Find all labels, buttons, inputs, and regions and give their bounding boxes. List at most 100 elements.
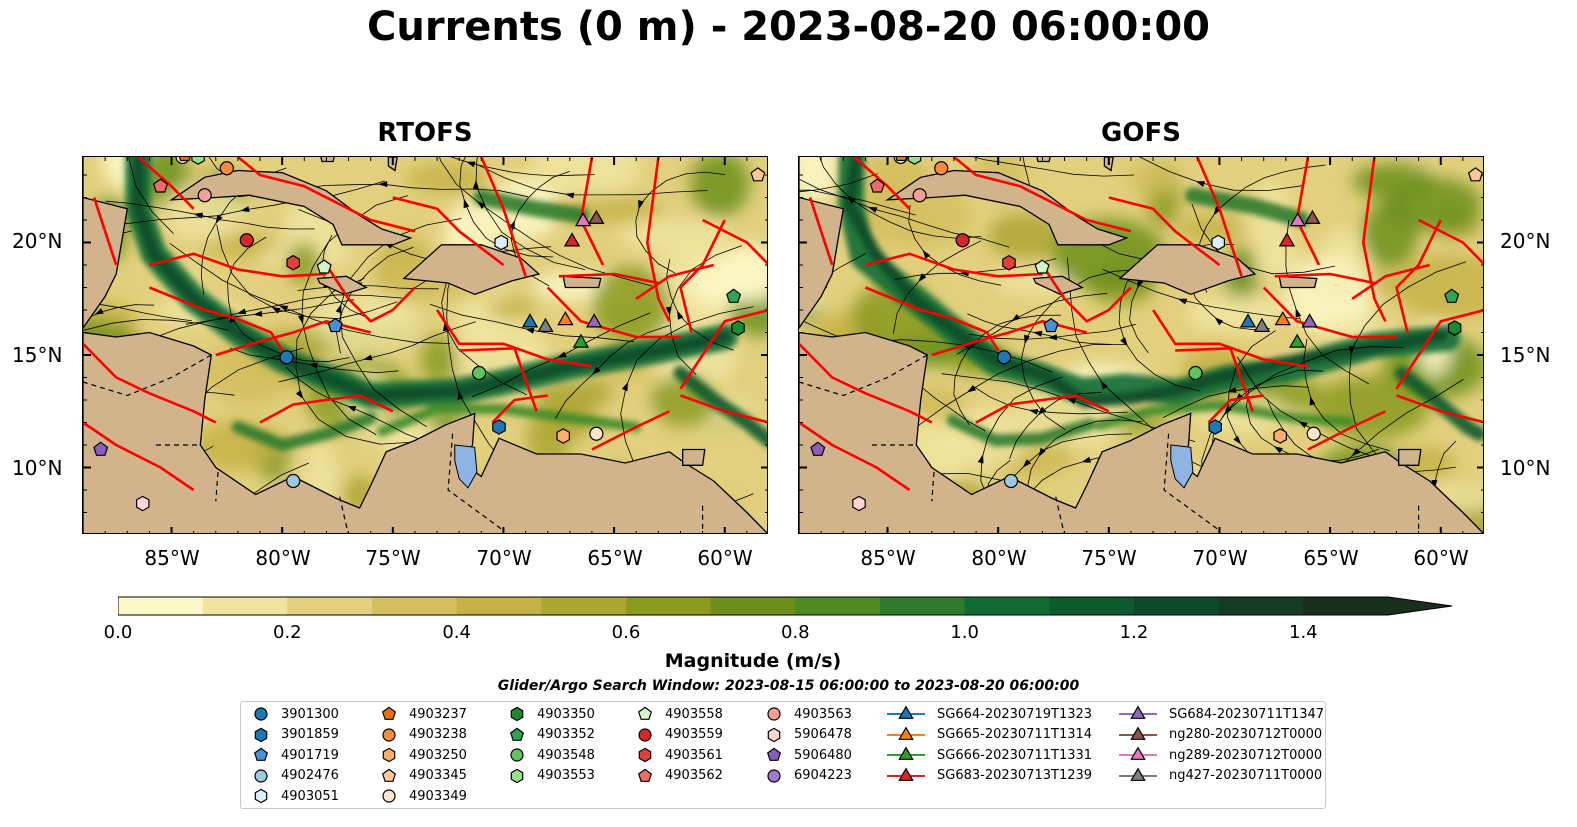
legend-item: 4903250 bbox=[381, 745, 467, 765]
land bbox=[682, 448, 706, 466]
legend-marker-icon bbox=[254, 707, 268, 721]
legend-marker bbox=[898, 746, 914, 760]
legend-marker-icon bbox=[510, 748, 524, 762]
streamline bbox=[555, 325, 670, 419]
eez-boundary bbox=[1395, 219, 1442, 333]
legend-marker-icon bbox=[887, 767, 925, 781]
map-canvas bbox=[799, 157, 1483, 533]
argo-float-marker bbox=[1034, 259, 1050, 274]
argo-float-marker bbox=[589, 426, 604, 441]
eez-boundary bbox=[1395, 309, 1483, 390]
legend-label: 5906478 bbox=[794, 727, 852, 742]
colorbar-segment bbox=[1303, 597, 1389, 615]
current-jet bbox=[1394, 366, 1483, 441]
land bbox=[83, 157, 129, 330]
land bbox=[169, 169, 413, 246]
colorbar-segment bbox=[795, 597, 881, 615]
glider-marker bbox=[557, 310, 574, 326]
lon-label-75w-left: 75°W bbox=[365, 546, 421, 570]
eez-boundary bbox=[92, 197, 118, 266]
streamline-arrow-icon bbox=[1038, 447, 1046, 457]
legend-label: 4902476 bbox=[281, 768, 339, 783]
current-jet bbox=[1185, 187, 1310, 228]
colorbar-segment bbox=[1049, 597, 1135, 615]
streamline-arrow-icon bbox=[236, 308, 247, 315]
streamline-arrow-icon bbox=[295, 390, 304, 400]
border-line bbox=[339, 496, 349, 533]
lon-label-65w-right: 65°W bbox=[1303, 546, 1359, 570]
streamline-arrow-icon bbox=[1137, 279, 1144, 289]
argo-float-marker bbox=[197, 188, 212, 203]
legend-marker bbox=[767, 707, 781, 721]
land bbox=[1118, 244, 1257, 295]
argo-float-marker bbox=[93, 441, 109, 456]
legend-marker-icon bbox=[638, 747, 652, 763]
legend-marker bbox=[254, 768, 268, 783]
argo-float-marker bbox=[1043, 317, 1059, 333]
search-window-caption: Glider/Argo Search Window: 2023-08-15 06… bbox=[497, 678, 1080, 694]
lon-label-75w-right: 75°W bbox=[1081, 546, 1137, 570]
speed-patch bbox=[487, 296, 536, 320]
legend-label: 4903250 bbox=[409, 747, 467, 763]
legend-label: 4903352 bbox=[537, 727, 595, 742]
eez-boundary bbox=[1307, 410, 1386, 451]
land bbox=[402, 244, 541, 295]
land bbox=[1278, 275, 1318, 289]
legend-marker bbox=[1130, 767, 1146, 781]
lat-label-15n-right: 15°N bbox=[1500, 343, 1551, 367]
legend-marker-icon bbox=[382, 747, 396, 763]
legend-marker-icon bbox=[381, 768, 397, 782]
streamline-arrow-icon bbox=[1100, 380, 1108, 390]
current-jet bbox=[231, 412, 377, 451]
map-canvas bbox=[83, 157, 767, 533]
streamline-arrow-icon bbox=[847, 195, 856, 204]
land bbox=[1032, 275, 1084, 295]
legend-item: SG665-20230711T1314 bbox=[887, 725, 1092, 745]
speed-patch bbox=[987, 213, 1064, 259]
legend-marker bbox=[382, 727, 396, 742]
legend-marker bbox=[381, 768, 397, 782]
border-line bbox=[447, 433, 504, 531]
legend-item: 4903345 bbox=[381, 766, 467, 786]
legend-label: 4903238 bbox=[409, 727, 467, 742]
streamline bbox=[668, 245, 742, 375]
streamline-arrow-icon bbox=[457, 390, 464, 400]
legend-marker bbox=[637, 768, 653, 782]
colorbar-tick: 0.8 bbox=[781, 622, 810, 643]
colorbar-segment bbox=[626, 597, 712, 615]
glider-marker bbox=[574, 212, 592, 227]
streamline-arrow-icon bbox=[1348, 345, 1355, 356]
eez-boundary bbox=[325, 264, 416, 323]
argo-float-marker bbox=[494, 234, 508, 251]
legend-marker bbox=[638, 747, 652, 763]
legend-item: ng427-20230711T0000 bbox=[1119, 766, 1322, 786]
lake-maracaibo bbox=[454, 444, 478, 489]
streamline-arrow-icon bbox=[1195, 181, 1206, 187]
eez-boundary bbox=[558, 272, 659, 285]
argo-float-marker bbox=[726, 288, 742, 303]
argo-float-marker bbox=[286, 254, 300, 271]
eez-boundary bbox=[679, 219, 726, 333]
glider-marker bbox=[588, 209, 605, 225]
legend-marker bbox=[510, 768, 524, 783]
eez-boundary bbox=[799, 421, 911, 492]
streamline-arrow-icon bbox=[271, 306, 281, 314]
legend-label: 4903563 bbox=[794, 706, 852, 722]
streamline bbox=[169, 242, 451, 344]
argo-float-marker bbox=[1273, 428, 1287, 444]
colorbar-segment bbox=[541, 597, 627, 615]
legend-marker-icon bbox=[509, 727, 525, 741]
streamline bbox=[278, 321, 476, 383]
streamline-arrow-icon bbox=[621, 381, 629, 392]
streamline-arrow-icon bbox=[346, 405, 357, 412]
argo-float-marker bbox=[1467, 167, 1483, 182]
legend-label: 4903561 bbox=[665, 747, 723, 763]
legend-item: 4901719 bbox=[253, 745, 339, 765]
legend-item: 4903553 bbox=[509, 766, 595, 786]
eez-boundary bbox=[865, 252, 1043, 278]
eez-boundary bbox=[436, 309, 593, 368]
streamline-arrow-icon bbox=[638, 200, 644, 210]
legend-marker-icon bbox=[1119, 726, 1157, 740]
eez-boundary bbox=[702, 218, 767, 265]
legend-marker bbox=[637, 706, 653, 720]
